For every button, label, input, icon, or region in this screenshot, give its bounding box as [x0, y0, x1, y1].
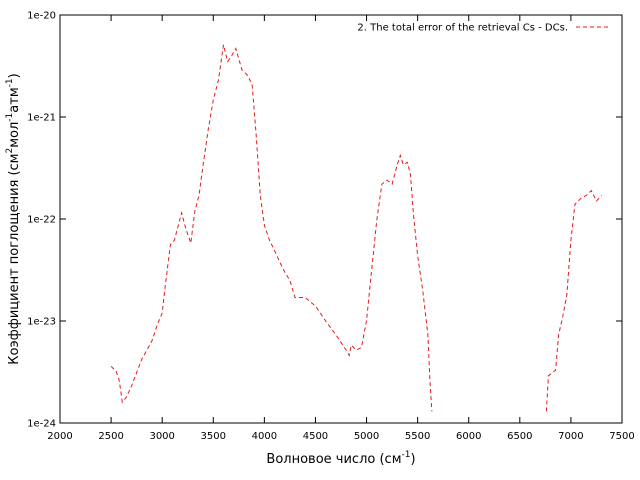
y-axis-label-part: 2 [5, 148, 15, 154]
x-tick-label: 2500 [98, 431, 123, 442]
y-axis-label-part: мол [7, 122, 22, 148]
x-tick-label: 3000 [149, 431, 174, 442]
x-tick-label: 5000 [354, 431, 379, 442]
y-axis-label-part: атм [7, 87, 22, 112]
y-axis-label-part: -1 [5, 113, 15, 122]
x-axis-label-part: -1 [402, 450, 411, 460]
y-tick-label: 1e-22 [27, 215, 56, 226]
x-axis-label-part: Волновое число (см [266, 452, 401, 467]
x-tick-label: 7500 [609, 431, 634, 442]
x-axis-label: Волновое число (см-1) [266, 450, 415, 467]
data-line [110, 44, 602, 412]
x-tick-label: 4500 [303, 431, 328, 442]
x-axis-label-part: ) [410, 452, 415, 467]
y-tick-label: 1e-24 [27, 419, 56, 430]
x-tick-label: 7000 [558, 431, 583, 442]
y-tick-label: 1e-20 [27, 11, 56, 22]
y-axis-label-part: Коэффициент поглощения (см [7, 154, 22, 365]
x-tick-label: 3500 [201, 431, 226, 442]
y-axis-label-part: ) [7, 73, 22, 78]
legend-label: 2. The total error of the retrieval Cs -… [357, 23, 568, 34]
x-tick-label: 6000 [456, 431, 481, 442]
y-tick-label: 1e-23 [27, 317, 56, 328]
plot-frame [59, 14, 623, 424]
y-axis-label: Коэффициент поглощения (см2мол-1атм-1) [5, 73, 22, 364]
x-tick-label: 6500 [507, 431, 532, 442]
x-tick-label: 5500 [405, 431, 430, 442]
y-axis-label-part: -1 [5, 78, 15, 87]
y-tick-label: 1e-21 [27, 113, 56, 124]
x-tick-label: 2000 [47, 431, 72, 442]
x-tick-label: 4000 [252, 431, 277, 442]
